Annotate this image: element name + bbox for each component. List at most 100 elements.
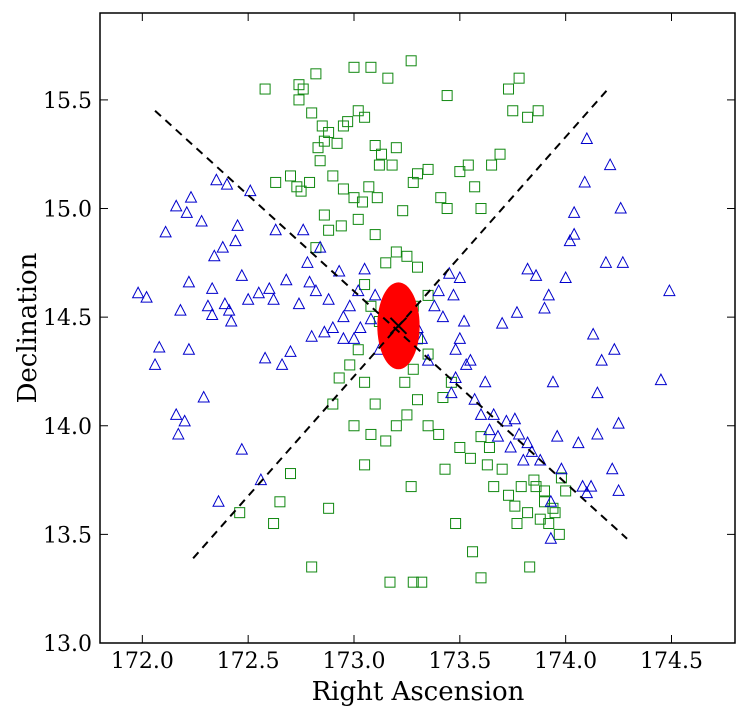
triangle-marker [567,227,581,240]
square-marker [401,250,413,262]
triangle-marker [216,240,230,253]
square-marker [318,209,330,221]
triangle-marker [459,357,473,370]
square-marker [483,441,495,453]
square-marker [365,428,377,440]
triangle-marker [576,479,589,492]
square-marker [352,105,364,117]
square-marker [488,481,500,493]
triangle-marker [563,234,577,247]
square-marker [496,463,508,475]
square-marker [543,518,555,530]
square-marker [555,472,567,484]
y-tick-label: 13.0 [43,632,92,657]
triangle-marker [201,299,215,312]
triangle-marker [529,268,543,281]
square-marker [522,507,534,519]
square-marker [528,474,540,486]
square-marker [390,420,402,432]
square-marker [390,246,402,258]
square-marker [507,105,519,117]
square-marker [331,137,343,149]
square-marker [380,435,392,447]
square-marker [441,90,453,102]
square-marker [553,528,565,540]
triangle-marker [229,234,242,247]
triangle-marker [354,320,367,333]
square-marker [464,452,476,464]
triangle-marker [453,331,467,344]
triangle-marker [171,427,185,440]
square-marker [407,576,419,588]
square-marker [316,120,328,132]
axes: 172.0 172.5 173.0 173.5 174.0 174.5 13.0 13.5 14… [43,12,736,674]
square-marker [337,120,349,132]
square-marker [475,572,487,584]
triangle-marker [235,268,249,281]
triangle-marker [292,297,306,310]
triangle-marker [284,344,297,357]
triangle-marker [512,427,526,440]
triangle-marker [436,310,450,323]
square-marker [359,111,371,123]
square-marker [318,135,330,147]
triangle-marker [432,283,445,297]
triangle-marker [521,262,534,275]
square-marker [401,409,413,421]
square-marker [494,148,506,160]
square-marker [522,111,534,123]
square-marker [560,485,572,497]
square-marker [513,72,525,84]
plot-marks [131,55,676,588]
triangle-marker [301,255,314,268]
triangle-marker [212,494,225,507]
square-marker [285,468,296,480]
square-marker [524,561,536,573]
square-marker [376,148,388,160]
triangle-marker [195,214,208,227]
square-marker [469,181,481,193]
triangle-marker [197,390,211,403]
triangle-marker [533,453,547,466]
triangle-marker [612,483,625,496]
square-marker [422,163,434,175]
square-marker [344,359,356,371]
square-marker [515,481,527,493]
square-marker [509,500,521,512]
square-marker [335,220,347,232]
square-marker [306,561,318,573]
triangle-marker [447,288,460,301]
x-tick-label: 172.0 [111,649,174,674]
triangle-marker [169,407,183,420]
square-marker [407,363,419,375]
square-marker [475,203,487,215]
square-marker [530,481,542,493]
square-marker [304,176,316,188]
triangle-marker [428,299,441,312]
triangle-marker [608,342,621,355]
triangle-marker [131,286,145,299]
triangle-marker [654,373,668,386]
triangle-marker [159,225,172,238]
triangle-marker [235,442,249,455]
triangle-marker [140,290,153,303]
square-marker [327,170,339,182]
triangle-marker [296,223,310,236]
triangle-marker [449,370,462,383]
triangle-marker [224,314,238,327]
triangle-marker [180,205,194,218]
centroid-x-marker [389,317,408,335]
triangle-marker [491,429,505,442]
square-marker [323,502,335,514]
triangle-marker [517,453,530,466]
triangle-marker [332,264,346,277]
triangle-marker [337,331,350,344]
square-marker [259,83,271,95]
triangle-marker [612,416,625,429]
triangle-marker [478,375,492,388]
triangle-marker [415,331,429,344]
triangle-marker [591,386,604,399]
x-tick-label: 174.5 [640,649,703,674]
square-marker [348,192,360,204]
